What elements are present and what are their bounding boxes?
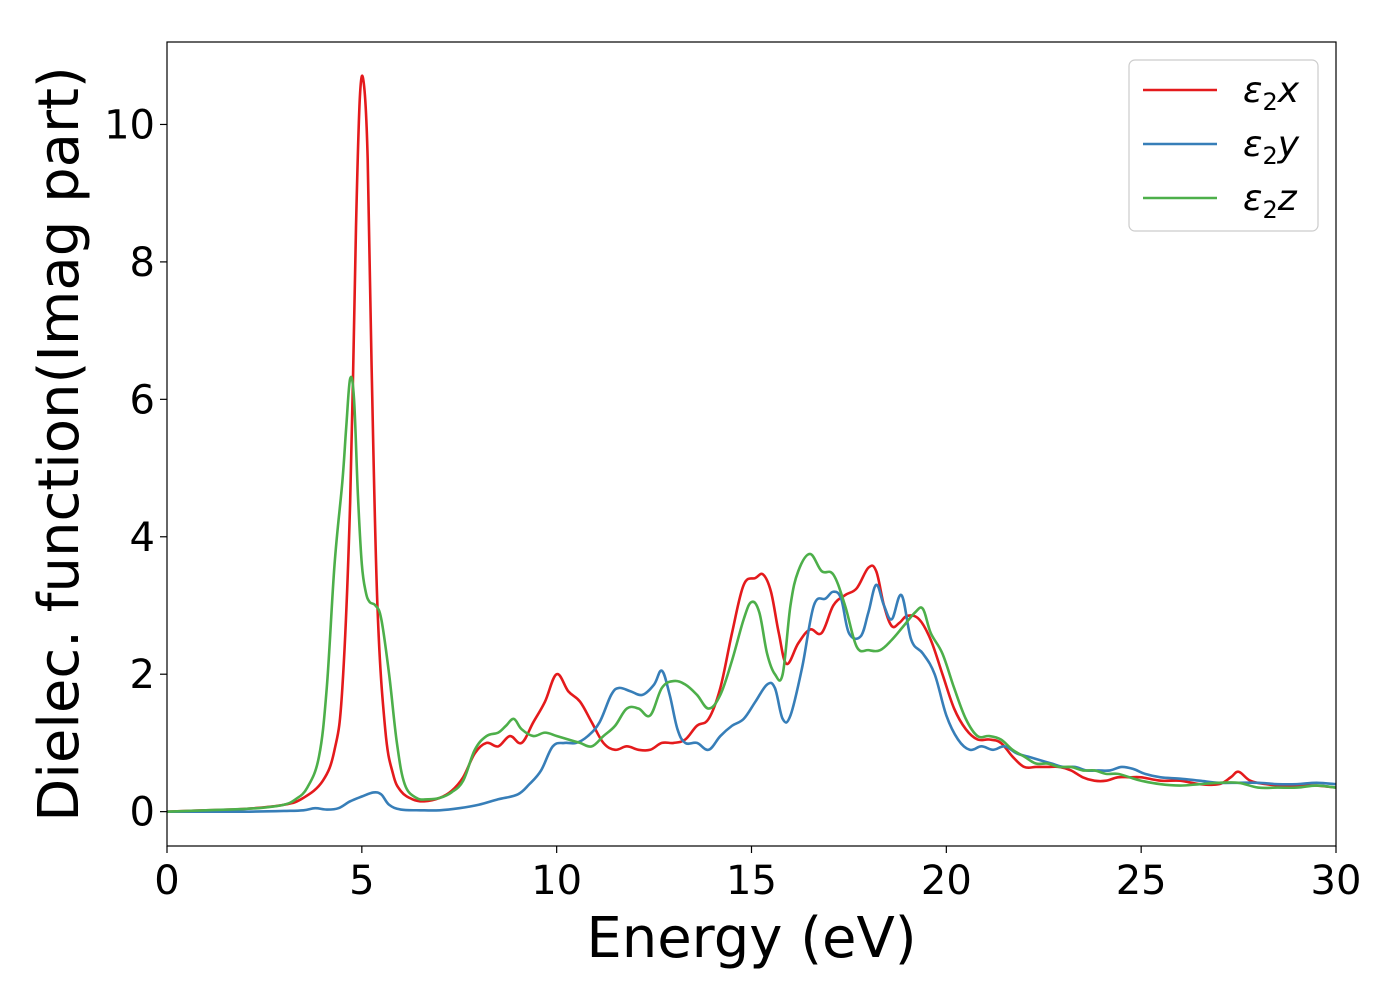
legend-label-eps2x: ε2x bbox=[1243, 70, 1300, 116]
x-tick-label: 20 bbox=[921, 858, 972, 904]
x-tick-label: 30 bbox=[1311, 858, 1362, 904]
x-axis-label: Energy (eV) bbox=[586, 906, 916, 971]
legend-label-eps2y: ε2y bbox=[1243, 124, 1300, 170]
y-tick-label: 0 bbox=[130, 790, 155, 836]
y-tick-label: 4 bbox=[130, 515, 155, 561]
y-axis-ticks: 0 2 4 6 8 10 bbox=[104, 102, 167, 836]
y-tick-label: 8 bbox=[130, 240, 155, 286]
x-tick-label: 25 bbox=[1116, 858, 1167, 904]
x-tick-label: 0 bbox=[154, 858, 179, 904]
x-tick-label: 10 bbox=[531, 858, 582, 904]
series-line-eps2x bbox=[167, 74, 1336, 813]
x-tick-label: 5 bbox=[349, 858, 374, 904]
legend: ε2x ε2y ε2z bbox=[1128, 59, 1319, 232]
y-axis-label: Dielec. function(Imag part) bbox=[27, 66, 92, 822]
y-tick-label: 6 bbox=[130, 377, 155, 423]
y-tick-label: 2 bbox=[130, 652, 155, 698]
series-line-eps2z bbox=[167, 375, 1336, 813]
legend-box bbox=[1128, 59, 1319, 232]
y-tick-label: 10 bbox=[104, 102, 155, 148]
x-tick-label: 15 bbox=[726, 858, 777, 904]
x-axis-ticks: 0 5 10 15 20 25 30 bbox=[154, 846, 1361, 904]
series-layer bbox=[167, 74, 1336, 813]
legend-label-eps2z: ε2z bbox=[1243, 178, 1298, 224]
